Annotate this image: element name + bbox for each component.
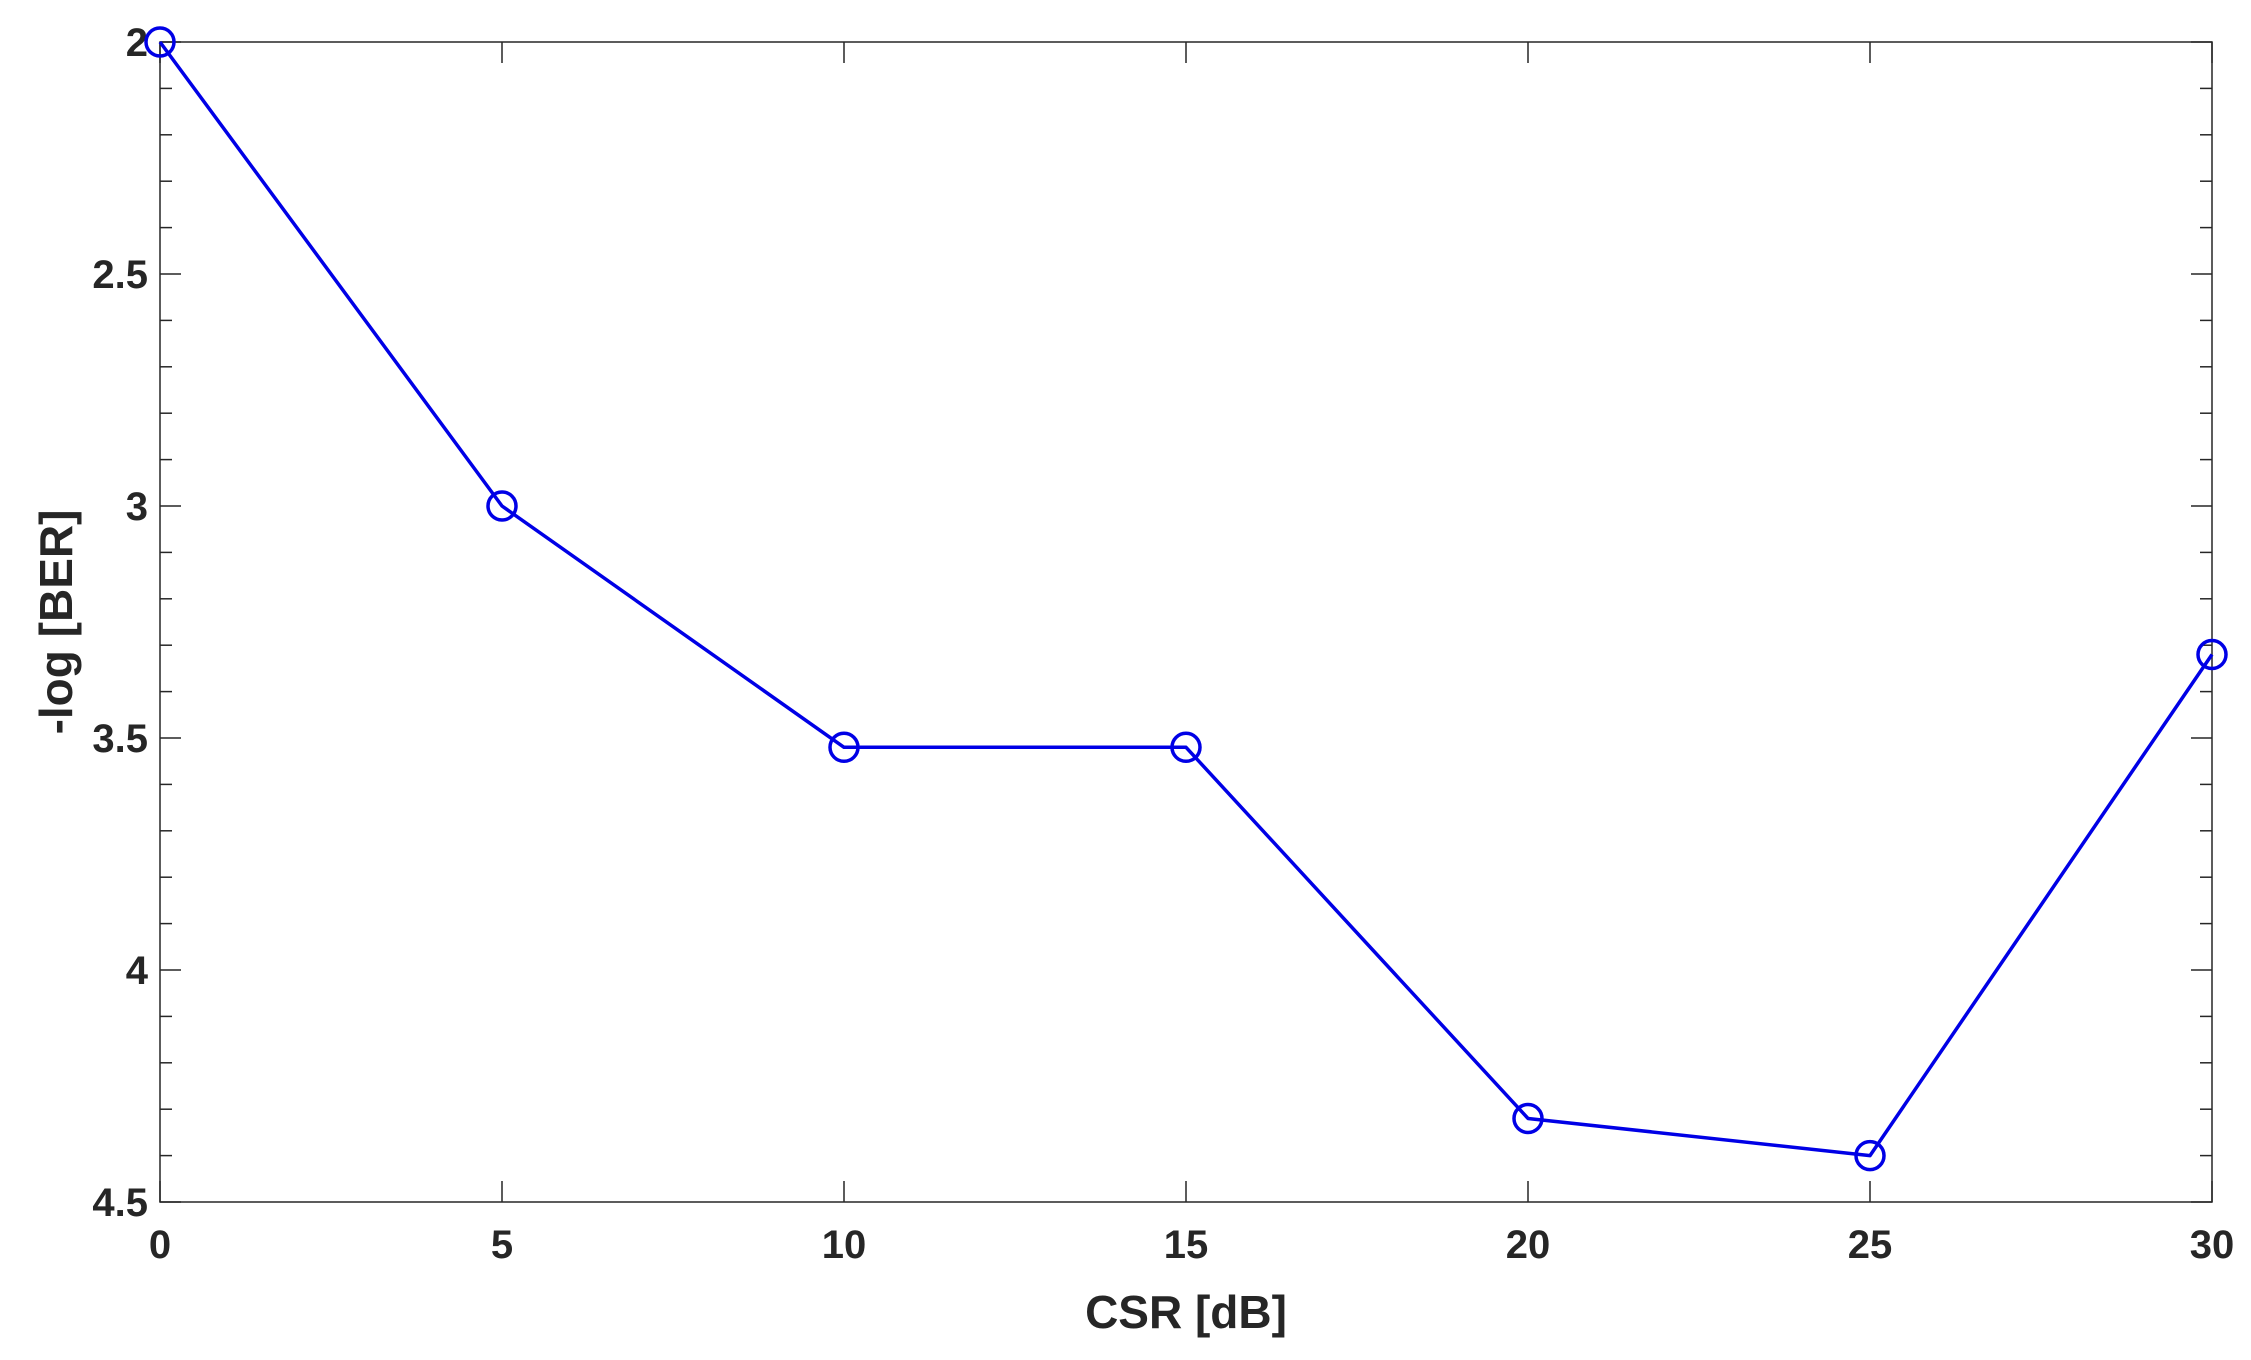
x-tick-label: 15 [1164, 1223, 1209, 1267]
data-point-marker [1170, 731, 1202, 764]
data-point-marker [828, 731, 860, 764]
y-axis-label: -log [BER] [30, 510, 82, 735]
data-point-marker [1854, 1139, 1886, 1172]
x-tick-label: 10 [822, 1223, 867, 1267]
y-tick-label: 4 [126, 949, 149, 993]
series-line [158, 40, 2214, 1158]
x-tick-label: 5 [491, 1223, 513, 1267]
major-ticks [159, 41, 2213, 1203]
y-tick-label: 3.5 [92, 717, 148, 761]
data-point-marker [1512, 1102, 1544, 1135]
x-axis-label: CSR [dB] [1085, 1286, 1287, 1338]
x-tick-label: 20 [1506, 1223, 1551, 1267]
y-tick-labels: 2 2.5 3 3.5 4 4.5 [92, 21, 148, 1225]
x-tick-labels: 0 5 10 15 20 25 30 [149, 1223, 2234, 1267]
plot-area [159, 41, 2213, 1203]
x-tick-label: 25 [1848, 1223, 1893, 1267]
x-tick-label: 30 [2190, 1223, 2235, 1267]
data-point-marker [486, 490, 518, 522]
y-tick-label: 2.5 [92, 253, 148, 297]
minor-ticks [160, 87, 2212, 1157]
y-tick-label: 4.5 [92, 1181, 148, 1225]
x-tick-label: 0 [149, 1223, 171, 1267]
data-point-marker [2196, 638, 2228, 671]
data-point-marker [144, 26, 176, 58]
series-group [144, 26, 2228, 1172]
y-tick-label: 3 [126, 485, 148, 529]
y-tick-label: 2 [126, 21, 148, 65]
